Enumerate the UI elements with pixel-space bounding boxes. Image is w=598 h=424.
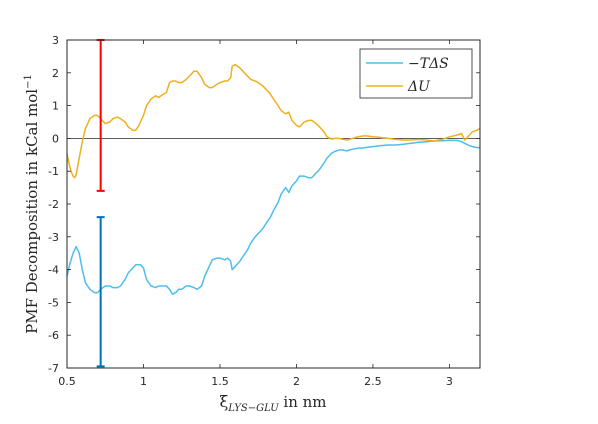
y-tick-label: -6 xyxy=(48,329,59,342)
y-tick-label: -3 xyxy=(48,231,59,244)
y-axis-label: PMF Decomposition in kCal mol−1 xyxy=(23,74,41,334)
y-tick-label: -1 xyxy=(48,165,59,178)
y-tick-label: -5 xyxy=(48,296,59,309)
y-tick-label: -7 xyxy=(48,362,59,375)
y-tick-label: -4 xyxy=(48,264,59,277)
x-tick-label: 1.5 xyxy=(211,375,229,388)
series-line-1 xyxy=(66,63,481,179)
x-axis-label-suffix: in nm xyxy=(279,393,327,411)
y-tick-label: 0 xyxy=(52,132,59,145)
x-axis-label-sub: LYS−GLU xyxy=(227,403,279,414)
y-axis-label-sup: −1 xyxy=(23,74,34,89)
series-line-0 xyxy=(66,139,480,295)
x-axis-label: ξLYS−GLU in nm xyxy=(219,392,326,414)
y-tick-label: -2 xyxy=(48,198,59,211)
legend: −TΔS ΔU xyxy=(359,48,473,99)
legend-box xyxy=(359,48,473,99)
errorbar-layer xyxy=(96,39,105,368)
y-axis-label-main: PMF Decomposition in kCal mol xyxy=(23,89,41,334)
series-layer xyxy=(66,63,481,295)
y-tick-label: 2 xyxy=(52,67,59,80)
x-tick-label: 3 xyxy=(446,375,453,388)
x-tick-label: 2.5 xyxy=(364,375,382,388)
y-tick-label: 3 xyxy=(52,34,59,47)
x-tick-label: 0.5 xyxy=(58,375,76,388)
x-axis-label-main: ξ xyxy=(219,392,228,411)
legend-label-energy: ΔU xyxy=(407,79,431,95)
legend-label-entropy: −TΔS xyxy=(408,56,449,72)
ticks-layer: 0.5 1 1.5 2 2.5 3 3 2 1 0 -1 -2 -3 -4 -5 -6 -7 xyxy=(48,34,480,388)
x-tick-label: 2 xyxy=(293,375,300,388)
y-tick-label: 1 xyxy=(52,100,59,113)
x-tick-label: 1 xyxy=(140,375,147,388)
